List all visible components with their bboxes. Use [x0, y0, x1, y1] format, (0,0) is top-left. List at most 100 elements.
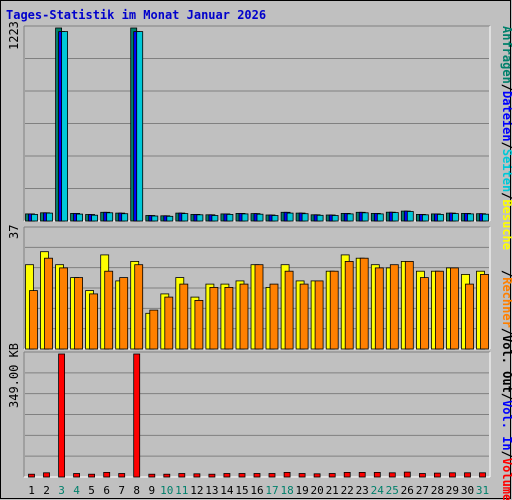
bar-rechner-day-6 [104, 270, 114, 350]
bar-rechner-day-10 [164, 296, 174, 350]
x-label-day-25: 25 [386, 484, 399, 497]
bar-volumen-day-27 [418, 473, 426, 478]
bar-seiten-day-30 [467, 213, 474, 222]
bar-seiten-day-3 [61, 31, 68, 222]
panel3-ymax-label: 349.00 KB [7, 343, 21, 408]
bar-seiten-day-28 [436, 213, 444, 222]
legend-item-6: / [500, 451, 512, 458]
bar-volumen-day-5 [88, 473, 95, 478]
bar-seiten-day-8 [136, 31, 144, 222]
bar-volumen-day-26 [403, 471, 411, 478]
bar-seiten-day-31 [482, 213, 489, 222]
legend-item-5: Vol. In [500, 400, 512, 451]
x-label-day-9: 9 [148, 484, 155, 497]
bar-volumen-day-7 [118, 473, 126, 478]
bar-volumen-day-19 [298, 473, 306, 478]
bar-volumen-day-31 [479, 472, 486, 478]
bar-seiten-day-21 [331, 215, 339, 222]
bar-rechner-day-8 [134, 264, 144, 350]
bar-volumen-day-20 [313, 473, 321, 478]
bar-rechner-day-29 [449, 267, 459, 350]
bar-seiten-day-27 [421, 214, 429, 222]
x-label-day-10: 10 [160, 484, 173, 497]
bar-rechner-day-3 [59, 267, 68, 350]
bar-volumen-day-22 [343, 471, 351, 478]
bar-rechner-day-25 [389, 264, 399, 350]
bar-rechner-day-27 [419, 277, 429, 350]
bar-rechner-day-19 [299, 283, 309, 350]
bar-rechner-day-14 [224, 286, 234, 350]
bar-seiten-day-10 [166, 215, 174, 222]
bar-seiten-day-6 [106, 212, 114, 222]
bar-rechner-day-16 [254, 264, 264, 350]
bar-volumen-day-24 [373, 471, 381, 478]
bar-seiten-day-15 [241, 213, 249, 222]
bar-volumen-day-4 [73, 473, 80, 478]
x-label-day-22: 22 [341, 484, 354, 497]
x-label-day-13: 13 [205, 484, 218, 497]
bar-rechner-day-12 [194, 299, 204, 350]
legend-item-0: Anfragen [500, 26, 512, 84]
bar-rechner-day-18 [284, 270, 294, 350]
bar-volumen-day-8 [133, 353, 141, 478]
x-label-day-11: 11 [175, 484, 188, 497]
panel-volume [23, 351, 491, 478]
x-label-day-2: 2 [43, 484, 50, 497]
bar-rechner-day-20 [314, 280, 324, 350]
x-label-day-12: 12 [190, 484, 203, 497]
x-label-day-5: 5 [88, 484, 95, 497]
bar-rechner-day-24 [374, 267, 384, 350]
legend-item-3: Vol. Out [500, 335, 512, 393]
x-label-day-14: 14 [220, 484, 234, 497]
bar-volumen-day-6 [103, 471, 111, 478]
bar-seiten-day-4 [76, 213, 83, 222]
bar-volumen-day-10 [163, 473, 171, 478]
bar-volumen-day-3 [58, 353, 65, 478]
bar-volumen-day-1 [28, 473, 35, 478]
bar-rechner-day-2 [44, 257, 53, 350]
bar-seiten-day-9 [151, 215, 159, 222]
bar-rechner-day-13 [209, 286, 219, 350]
x-label-day-15: 15 [235, 484, 248, 497]
legend-item-5: / [500, 192, 512, 199]
x-label-day-1: 1 [28, 484, 35, 497]
legend-item-6: Besuche [500, 199, 512, 250]
bar-volumen-day-25 [388, 472, 396, 478]
x-label-day-7: 7 [118, 484, 125, 497]
x-label-day-23: 23 [356, 484, 369, 497]
bar-volumen-day-14 [223, 473, 231, 478]
x-label-day-21: 21 [326, 484, 339, 497]
panel1-ymax-label: 1223 [7, 21, 21, 50]
x-label-day-17: 17 [265, 484, 278, 497]
legend-item-1: / [500, 84, 512, 91]
x-label-day-27: 27 [416, 484, 429, 497]
x-label-day-18: 18 [280, 484, 293, 497]
panel2-ymax-label: 37 [7, 225, 21, 239]
bar-rechner-day-1 [29, 290, 38, 350]
bar-seiten-day-29 [451, 213, 459, 222]
x-label-day-30: 30 [461, 484, 474, 497]
bar-seiten-day-14 [226, 213, 234, 222]
panel-visits-hosts [23, 226, 491, 350]
bar-seiten-day-1 [31, 213, 38, 222]
bar-seiten-day-20 [316, 214, 324, 222]
bar-rechner-day-4 [74, 277, 83, 350]
bar-volumen-day-2 [43, 472, 50, 478]
bar-seiten-day-19 [301, 213, 309, 222]
x-label-day-26: 26 [401, 484, 414, 497]
bar-rechner-day-11 [179, 283, 189, 350]
bar-seiten-day-12 [196, 214, 204, 222]
bar-seiten-day-2 [46, 212, 53, 222]
bar-rechner-day-23 [359, 257, 369, 350]
bar-volumen-day-29 [448, 472, 456, 478]
bar-seiten-day-18 [286, 212, 294, 222]
bar-volumen-day-28 [433, 472, 441, 478]
bar-rechner-day-22 [344, 260, 354, 350]
bar-volumen-day-17 [268, 473, 276, 478]
bar-volumen-day-15 [238, 473, 246, 478]
bar-seiten-day-23 [361, 212, 369, 222]
bar-volumen-day-13 [208, 473, 216, 478]
bar-seiten-day-7 [121, 213, 129, 222]
